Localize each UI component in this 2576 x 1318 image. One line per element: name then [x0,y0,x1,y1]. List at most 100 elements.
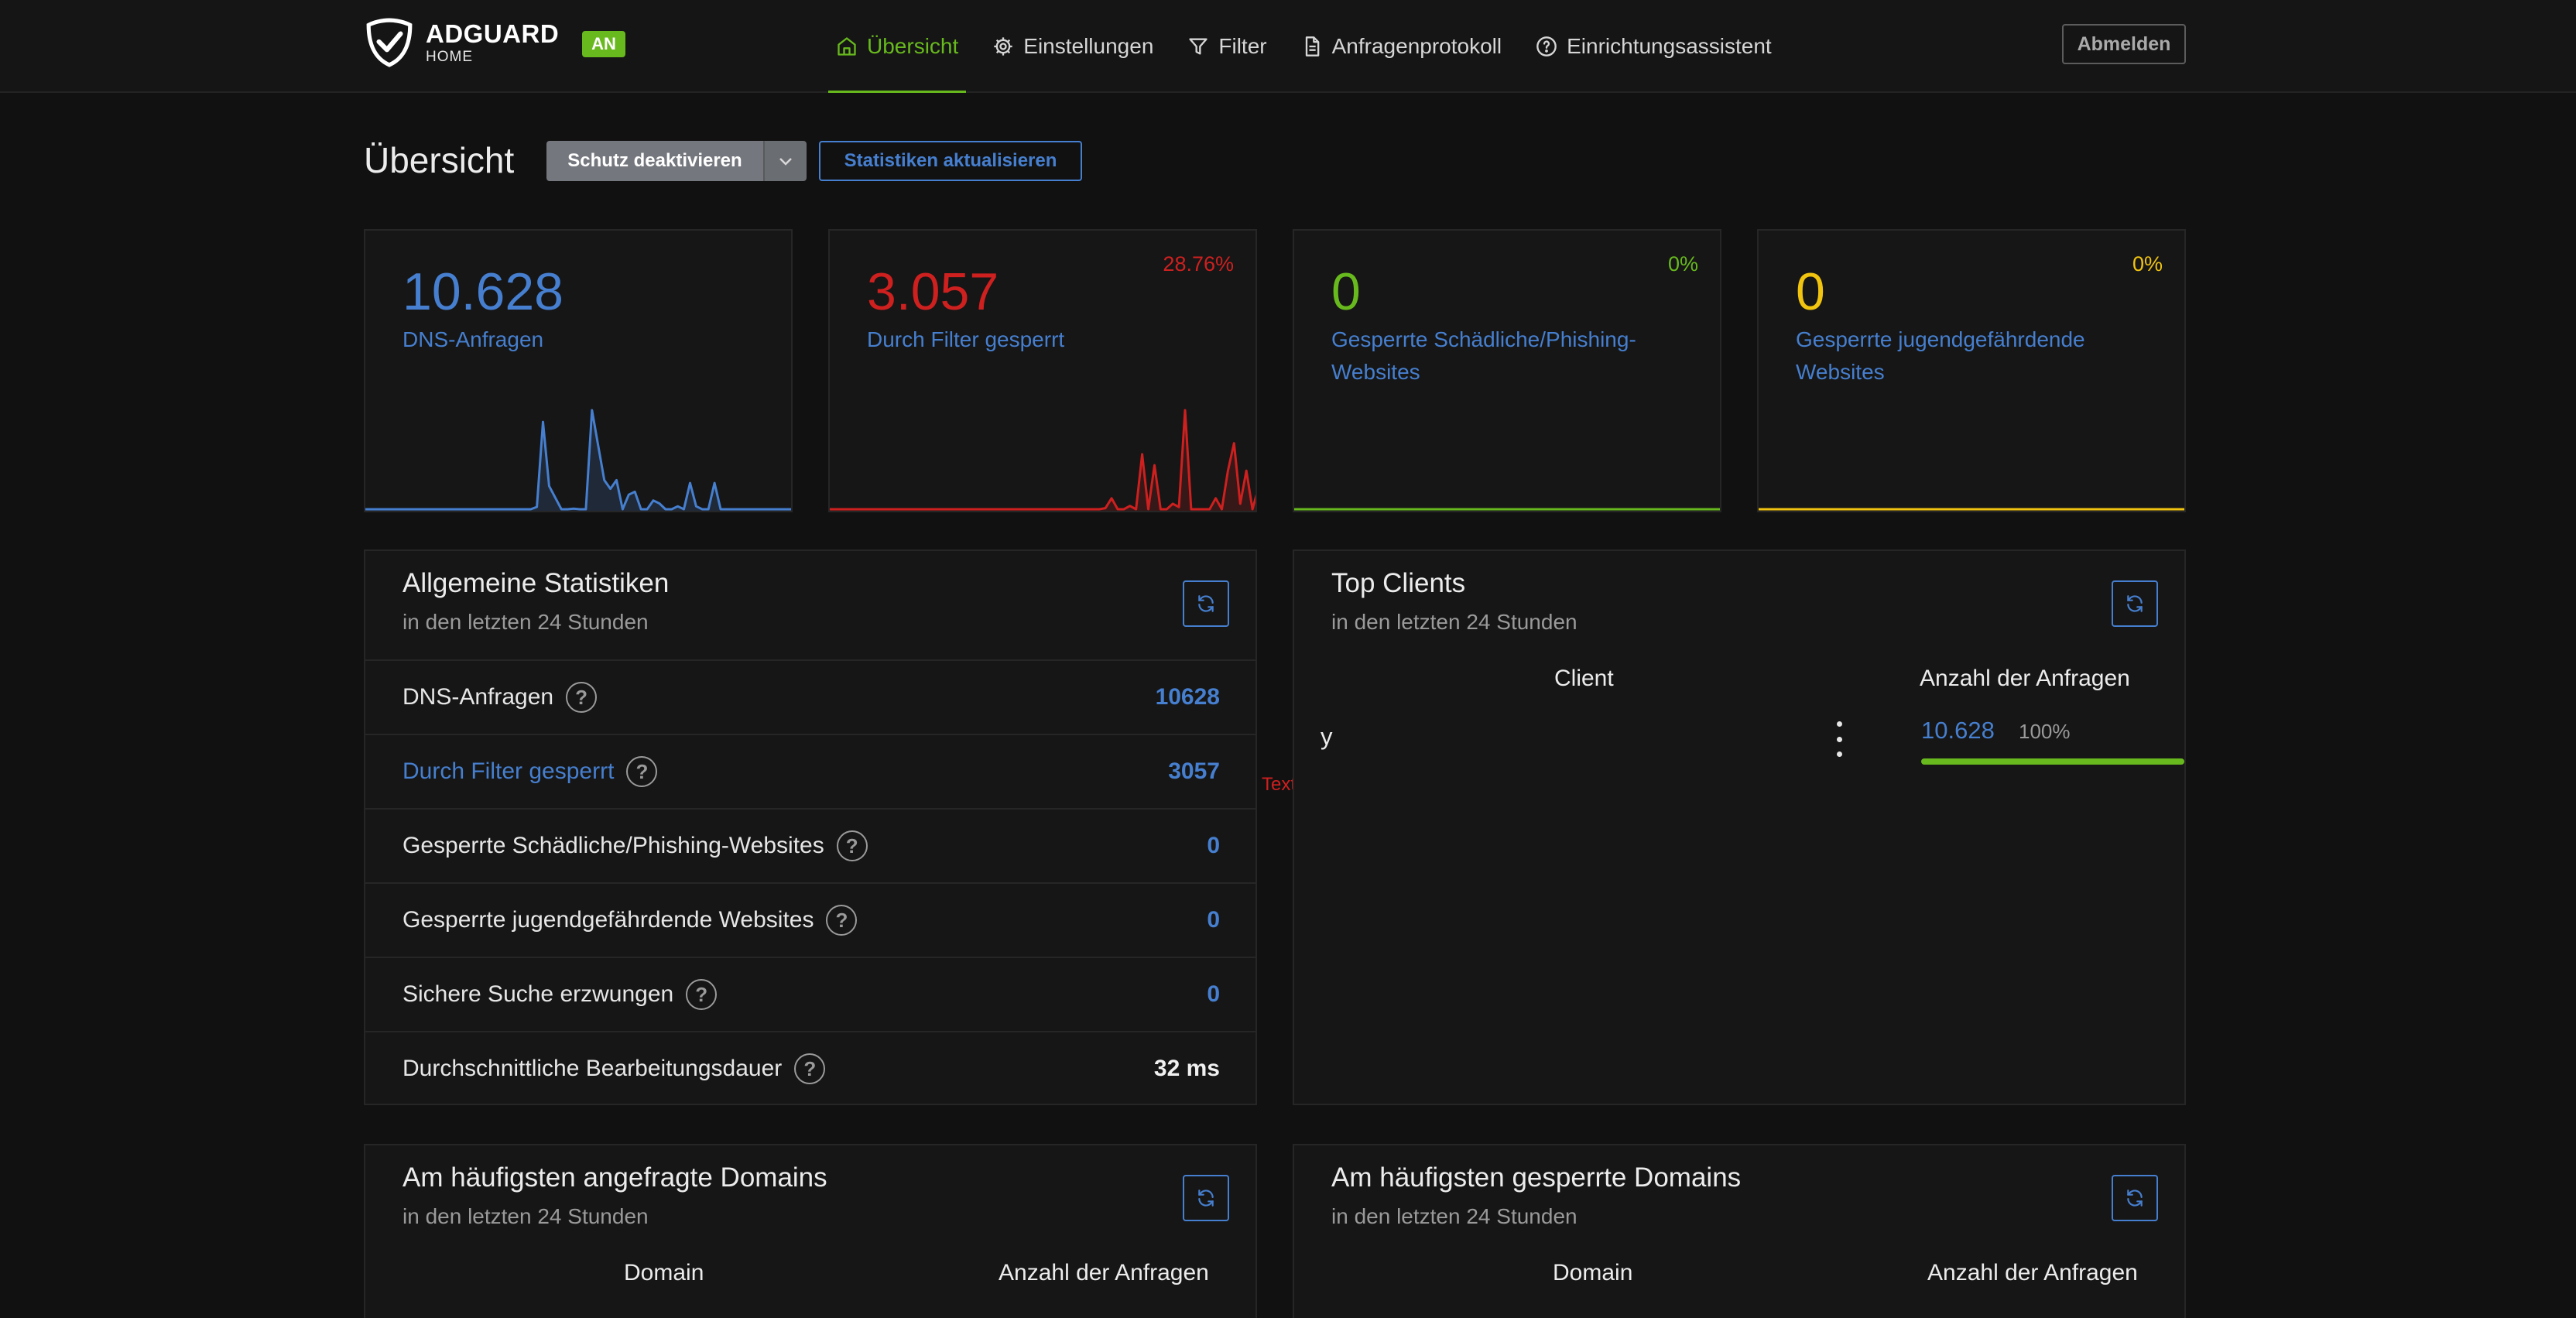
logout-button[interactable]: Abmelden [2062,24,2186,64]
stat-percent: 0% [1667,252,1698,276]
client-name[interactable]: y [1321,723,1333,750]
client-progress-bar [1921,758,2184,765]
stat-label[interactable]: Gesperrte jugendgefährdende Websites [1796,327,2085,384]
refresh-top-clients-button[interactable] [2112,580,2158,627]
stats-row-label: Durchschnittliche Bearbeitungsdauer [402,1056,783,1081]
help-icon[interactable]: ? [836,830,868,861]
stats-row-name: Durchschnittliche Bearbeitungsdauer? [402,1053,826,1084]
stats-row: Durch Filter gesperrt? 3057 [365,734,1255,808]
column-header-count[interactable]: Anzahl der Anfragen [1927,1260,2138,1285]
help-circle-icon [1536,36,1557,56]
stat-label[interactable]: DNS-Anfragen [402,327,544,351]
stats-row: Durchschnittliche Bearbeitungsdauer? 32 … [365,1031,1255,1104]
document-icon [1305,36,1319,56]
nav-setup-guide[interactable]: Einrichtungsassistent [1528,0,1780,93]
stat-label[interactable]: Durch Filter gesperrt [867,327,1065,351]
column-header-count[interactable]: Anzahl der Anfragen [1920,666,2130,691]
protection-dropdown-toggle[interactable] [763,141,807,181]
top-header: ADGUARD HOME AN Übersicht Einstellungen … [0,0,2576,93]
gear-icon [994,37,1012,56]
help-icon[interactable]: ? [686,979,718,1010]
brand-sub: HOME [426,49,473,65]
refresh-blocked-domains-button[interactable] [2112,1175,2158,1221]
refresh-icon [2127,1190,2143,1207]
column-header-domain[interactable]: Domain [1553,1260,1633,1285]
filter-icon [1189,38,1208,55]
stats-row-value: 0 [1207,907,1220,933]
help-icon[interactable]: ? [794,1053,826,1084]
refresh-icon [1198,595,1214,612]
nav-filter[interactable]: Filter [1180,0,1274,93]
refresh-icon [2127,595,2143,612]
panel-title: Top Clients [1331,568,1466,598]
refresh-icon [1198,1190,1214,1207]
sparkline-area [365,410,791,511]
general-stats-list: DNS-Anfragen? 10628 Durch Filter gesperr… [365,659,1255,1104]
column-header-domain[interactable]: Domain [624,1260,704,1285]
stats-row-name[interactable]: Durch Filter gesperrt? [402,756,658,787]
help-icon[interactable]: ? [566,682,598,713]
adguard-logo[interactable]: ADGUARD HOME [364,17,559,68]
stats-row: Gesperrte Schädliche/Phishing-Websites? … [365,808,1255,882]
stats-row-name: Gesperrte jugendgefährdende Websites? [402,905,858,936]
stats-row-name: Sichere Suche erzwungen? [402,979,718,1010]
nav-overview-label: Übersicht [867,34,959,58]
stats-row-value: 10628 [1155,684,1220,710]
top-blocked-domains-panel: Am häufigsten gesperrte Domains in den l… [1293,1144,2186,1318]
shield-check-icon [366,18,413,67]
nav-overview[interactable]: Übersicht [828,0,967,93]
floating-text-label: Text [1262,774,1297,795]
help-icon[interactable]: ? [626,756,658,787]
nav-query-log[interactable]: Anfragenprotokoll [1293,0,1509,93]
sparkline-dns-queries [365,409,791,511]
stat-percent: 0% [2132,252,2163,276]
stats-row-label: Sichere Suche erzwungen [402,981,674,1007]
nav-filter-label: Filter [1218,34,1267,58]
stat-value: 3.057 [867,262,999,321]
protection-toggle-group: Schutz deaktivieren [546,141,807,181]
protection-status-badge: AN [582,31,625,57]
stats-row: Sichere Suche erzwungen? 0 [365,957,1255,1031]
stats-row-name: DNS-Anfragen? [402,682,598,713]
home-icon [838,37,856,56]
client-progress-track [1921,758,2184,765]
stats-row-value: 0 [1207,981,1220,1007]
stats-row: Gesperrte jugendgefährdende Websites? 0 [365,882,1255,957]
client-request-count: 10.628 [1921,717,1995,744]
client-request-percent: 100% [2019,720,2071,743]
column-header-client[interactable]: Client [1554,666,1614,691]
sparkline-blocked-by-filter [830,409,1255,511]
stats-row-value: 3057 [1168,758,1220,784]
stats-row-label: Gesperrte jugendgefährdende Websites [402,907,814,933]
stat-card-blocked-by-filter: 28.76% 3.057 Durch Filter gesperrt [828,229,1257,512]
sparkline-line [365,409,791,511]
help-icon[interactable]: ? [826,905,858,936]
stat-percent: 28.76% [1163,252,1234,276]
stats-row-label[interactable]: Durch Filter gesperrt [402,758,615,784]
disable-protection-button[interactable]: Schutz deaktivieren [546,141,763,181]
panel-subtitle: in den letzten 24 Stunden [1331,1204,1577,1228]
column-header-count[interactable]: Anzahl der Anfragen [999,1260,1209,1285]
stat-value: 0 [1796,262,1825,321]
panel-title: Am häufigsten gesperrte Domains [1331,1162,1742,1193]
panel-subtitle: in den letzten 24 Stunden [1331,610,1577,634]
stats-row-label: Gesperrte Schädliche/Phishing-Websites [402,833,824,858]
nav-query-log-label: Anfragenprotokoll [1331,34,1502,58]
more-options-icon[interactable] [1831,721,1847,757]
refresh-statistics-button[interactable]: Statistiken aktualisieren [819,141,1082,181]
stat-label[interactable]: Gesperrte Schädliche/Phishing-Websites [1331,327,1636,384]
top-queried-domains-panel: Am häufigsten angefragte Domains in den … [364,1144,1257,1318]
nav-settings[interactable]: Einstellungen [985,0,1161,93]
stat-card-dns-queries: 10.628 DNS-Anfragen [364,229,793,512]
stats-row-value: 0 [1207,833,1220,858]
refresh-top-domains-button[interactable] [1183,1175,1229,1221]
sparkline-line [830,409,1255,511]
table-row: y 10.628 100% [1321,710,2184,780]
stat-card-blocked-adult: 0% 0 Gesperrte jugendgefährdende Website… [1757,229,2186,512]
sparkline-blocked-malware [1294,508,1720,511]
stat-value: 10.628 [402,262,564,321]
page-title: Übersicht [364,140,515,180]
main-nav: Übersicht Einstellungen Filter Anfragenp… [828,0,1798,93]
general-statistics-panel: Allgemeine Statistiken in den letzten 24… [364,549,1257,1105]
refresh-general-stats-button[interactable] [1183,580,1229,627]
